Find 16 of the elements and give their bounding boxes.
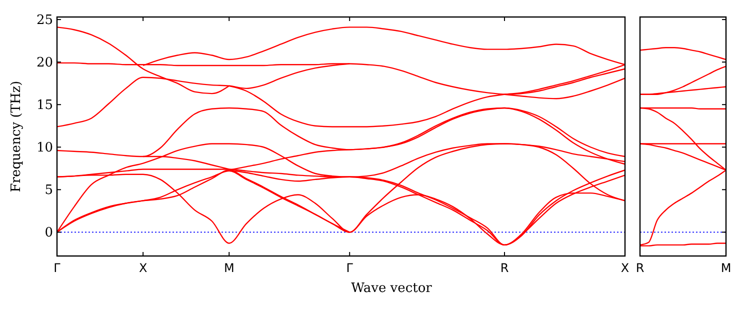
x-tick-label: X xyxy=(138,261,148,275)
y-tick-label: 15 xyxy=(36,98,53,114)
y-axis-title: Frequency (THz) xyxy=(9,80,24,192)
x-tick-label: R xyxy=(500,261,509,275)
x-tick-label: Γ xyxy=(54,261,61,275)
x-tick-label: Γ xyxy=(346,261,354,275)
x-tick-label: M xyxy=(720,261,732,275)
y-tick-label: 0 xyxy=(44,226,53,241)
x-axis-title: Wave vector xyxy=(351,281,433,296)
y-tick-label: 20 xyxy=(36,56,53,71)
x-tick-label: X xyxy=(620,261,630,275)
y-tick-label: 10 xyxy=(36,140,53,156)
y-tick-label: 5 xyxy=(44,183,53,198)
y-tick-label: 25 xyxy=(36,13,53,28)
x-tick-label: M xyxy=(224,261,234,275)
x-tick-label: R xyxy=(636,261,644,275)
